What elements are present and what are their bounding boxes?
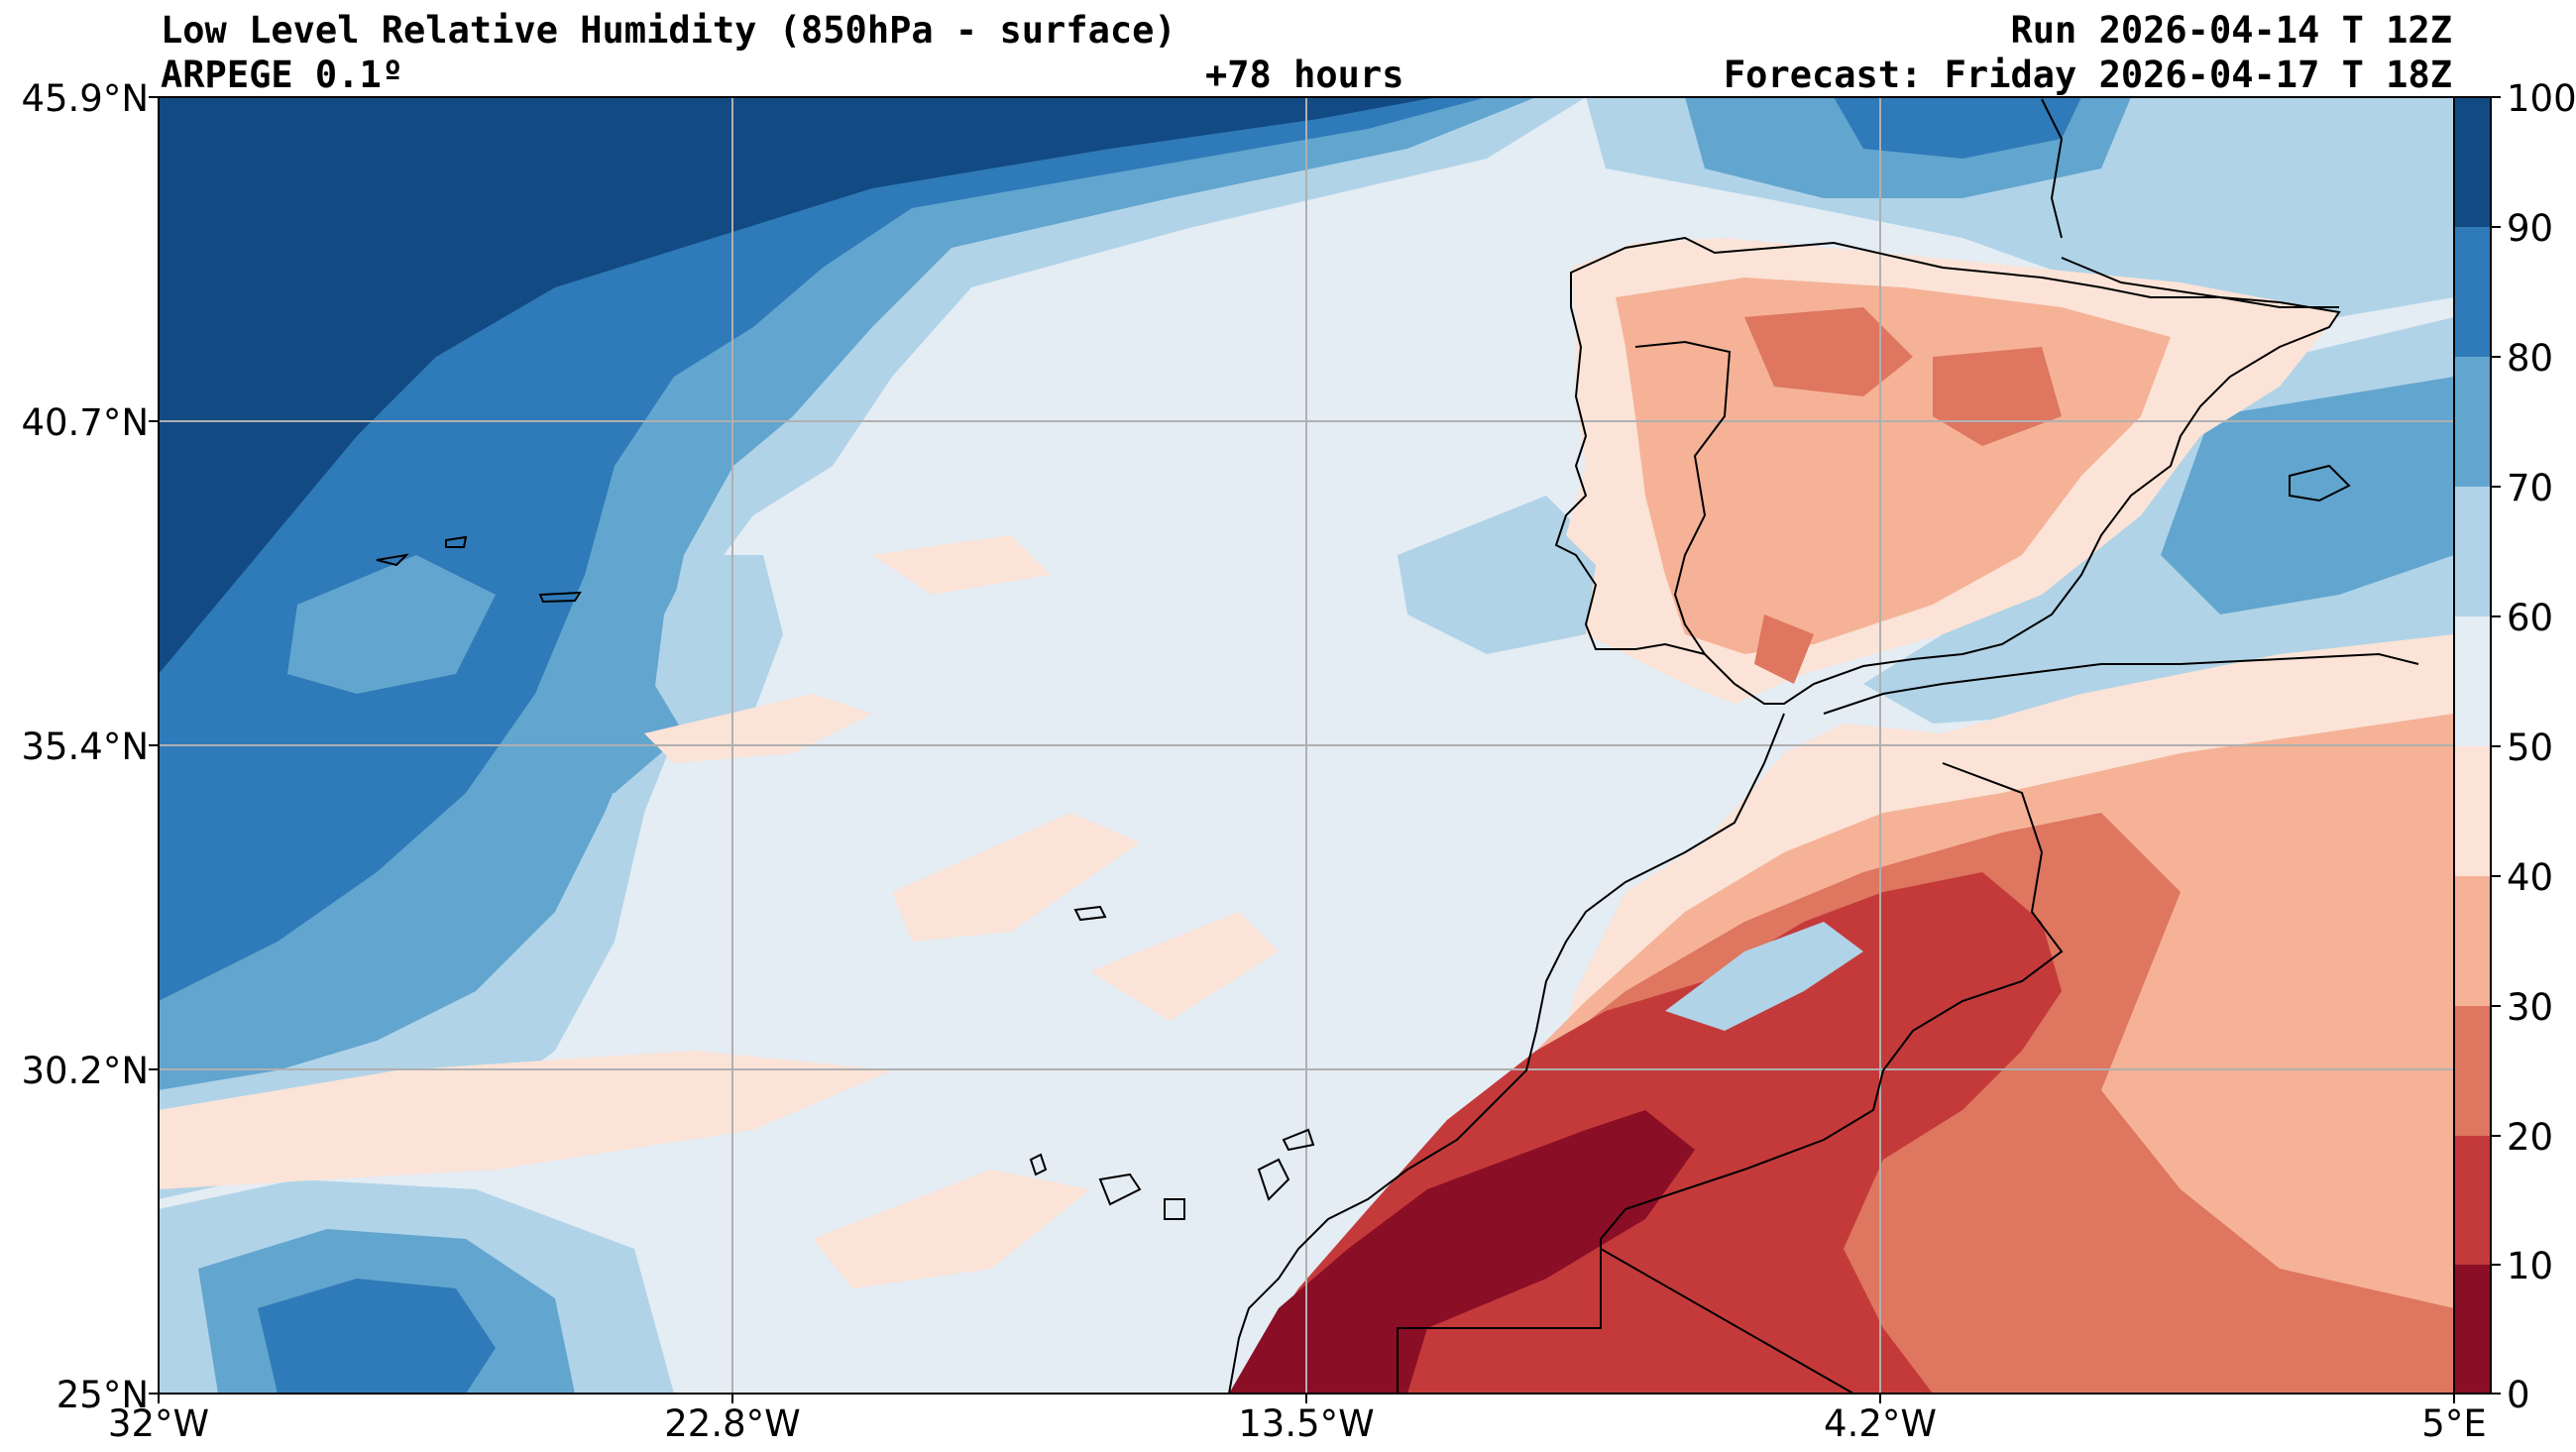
africa-dry-0-10: [1229, 1110, 1695, 1394]
forecast-label: Forecast: Friday 2026-04-17 T 18Z: [1723, 54, 2452, 96]
lat-label: 40.7°N: [21, 401, 149, 444]
humid-patch-70-a: [654, 555, 783, 753]
colorbar-tick-label: 30: [2507, 986, 2554, 1029]
canary-island-2: [1098, 1173, 1142, 1206]
madeira: [1073, 905, 1107, 922]
colorbar-bin-70-80: [2454, 357, 2491, 487]
canary-island-1: [1029, 1153, 1048, 1176]
dry-streak-c: [892, 813, 1140, 942]
lat-label: 25°N: [56, 1374, 149, 1416]
morocco-algeria-border: [1600, 762, 2064, 1328]
axis-ticks: [149, 96, 2455, 1403]
colorbar-bin-60-70: [2454, 487, 2491, 616]
colorbar-tick-label: 50: [2507, 726, 2554, 769]
colorbar-bin-90-100: [2454, 97, 2491, 227]
colorbar-tick-label: 80: [2507, 337, 2554, 380]
lat-label: 35.4°N: [21, 726, 149, 768]
humid-patch-80-a: [287, 555, 496, 694]
colorbar-bin-80-90: [2454, 227, 2491, 357]
algeria-coast: [1823, 652, 2419, 715]
colorbar-bin-20-30: [2454, 1006, 2491, 1136]
lead-time-label: +78 hours: [1205, 54, 1404, 96]
colorbar-tick-label: 20: [2507, 1116, 2554, 1159]
colorbar-bin-10-20: [2454, 1136, 2491, 1265]
iberia-coast: [1554, 236, 2341, 705]
lon-label: 22.8°W: [664, 1402, 801, 1445]
canary-island-3: [1164, 1198, 1185, 1220]
azores-1: [376, 553, 409, 567]
lon-label: 32°W: [107, 1402, 210, 1445]
dry-streak-f: [1090, 912, 1279, 1021]
humid-band-90: [159, 97, 1437, 674]
dry-streak-e: [813, 1170, 1090, 1288]
pyrenees-border: [2061, 257, 2339, 308]
offshore-humid-60: [1398, 496, 1606, 654]
colorbar-tick-label: 70: [2507, 467, 2554, 509]
coastlines: [376, 98, 2419, 1394]
france-coast: [2041, 98, 2064, 239]
humidity-field: [159, 97, 2454, 1394]
colorbar-bin-0-10: [2454, 1265, 2491, 1394]
dry-streak-d: [159, 1051, 892, 1189]
med-humid-70: [2161, 377, 2454, 614]
map-title: Low Level Relative Humidity (850hPa - su…: [161, 9, 1176, 52]
lat-label: 45.9°N: [21, 77, 149, 120]
balearic-islands: [2289, 464, 2351, 503]
colorbar-tick-label: 10: [2507, 1245, 2554, 1287]
iberia-dry-20-a: [1744, 307, 1913, 396]
lon-label: 5°E: [2421, 1402, 2487, 1445]
azores-2: [445, 535, 468, 548]
w-sahara-border: [1397, 1247, 1854, 1394]
colorbar-bin-30-40: [2454, 876, 2491, 1006]
run-label: Run 2026-04-14 T 12Z: [2010, 9, 2452, 52]
azores-3: [538, 591, 582, 604]
canary-island-4: [1257, 1158, 1290, 1201]
portugal-border: [1634, 340, 1732, 655]
dry-streak-b: [872, 535, 1051, 595]
colorbar-tick-label: 40: [2507, 856, 2554, 899]
humid-patch-80-b: [535, 684, 684, 793]
iberia-dry-20-c: [1754, 614, 1814, 684]
colorbar-tick-label: 100: [2507, 77, 2576, 120]
colorbar: [2453, 96, 2501, 1395]
colorbar-tick-label: 0: [2507, 1374, 2530, 1416]
lat-label: 30.2°N: [21, 1050, 149, 1092]
colorbar-tick-label: 60: [2507, 597, 2554, 639]
colorbar-tick-label: 90: [2507, 207, 2554, 250]
africa-dry-30-patch: [2339, 872, 2454, 1189]
canary-island-5: [1282, 1128, 1315, 1152]
colorbar-bin-40-50: [2454, 746, 2491, 876]
sw-humid-80: [258, 1279, 496, 1394]
morocco-coast: [1228, 713, 1785, 1394]
biscay-humid-80: [1834, 97, 2081, 159]
colorbar-bin-50-60: [2454, 616, 2491, 746]
lon-label: 4.2°W: [1824, 1402, 1937, 1445]
lon-label: 13.5°W: [1238, 1402, 1375, 1445]
atlas-humid: [1665, 922, 1863, 1031]
grid-lines: [159, 97, 2454, 1394]
model-label: ARPEGE 0.1º: [161, 54, 404, 96]
